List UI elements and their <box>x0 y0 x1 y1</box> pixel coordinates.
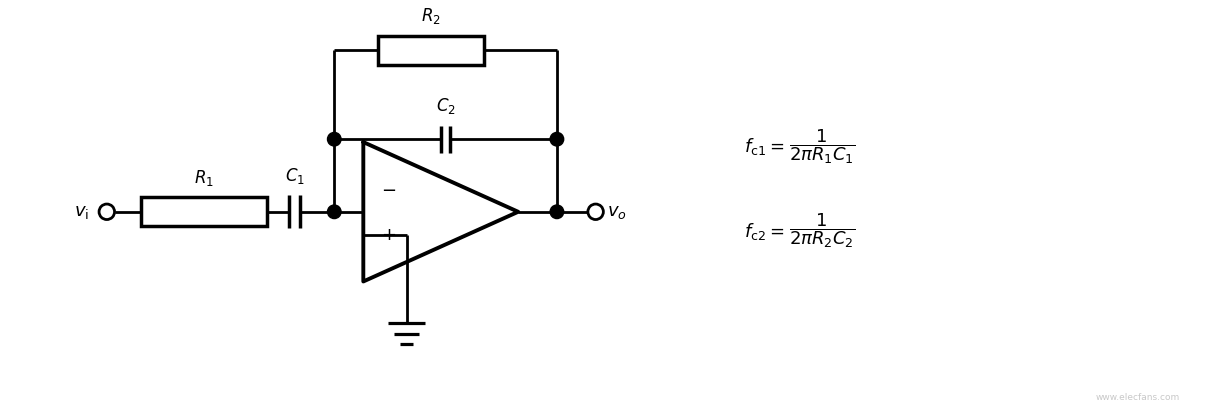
Text: $f_{\rm c2}{=}$: $f_{\rm c2}{=}$ <box>744 221 784 242</box>
Circle shape <box>327 205 342 218</box>
Text: $f_{\rm c1}{=}$: $f_{\rm c1}{=}$ <box>744 136 784 157</box>
Text: $C_1$: $C_1$ <box>285 166 305 186</box>
Text: www.elecfans.com: www.elecfans.com <box>1096 394 1180 403</box>
Text: $+$: $+$ <box>381 226 396 244</box>
Circle shape <box>551 133 564 146</box>
Text: $R_2$: $R_2$ <box>422 6 441 26</box>
Text: $R_1$: $R_1$ <box>194 168 214 188</box>
Text: $\dfrac{1}{2\pi R_2 C_2}$: $\dfrac{1}{2\pi R_2 C_2}$ <box>789 212 855 250</box>
Text: $\dfrac{1}{2\pi R_1 C_1}$: $\dfrac{1}{2\pi R_1 C_1}$ <box>789 128 855 166</box>
Circle shape <box>327 133 342 146</box>
Text: $v_o$: $v_o$ <box>607 203 627 221</box>
Bar <box>140 197 267 226</box>
Text: $C_2$: $C_2$ <box>435 96 456 116</box>
Text: $-$: $-$ <box>381 180 396 198</box>
Circle shape <box>551 205 564 218</box>
Bar <box>377 36 484 65</box>
Text: $v_\mathrm{i}$: $v_\mathrm{i}$ <box>74 203 90 221</box>
